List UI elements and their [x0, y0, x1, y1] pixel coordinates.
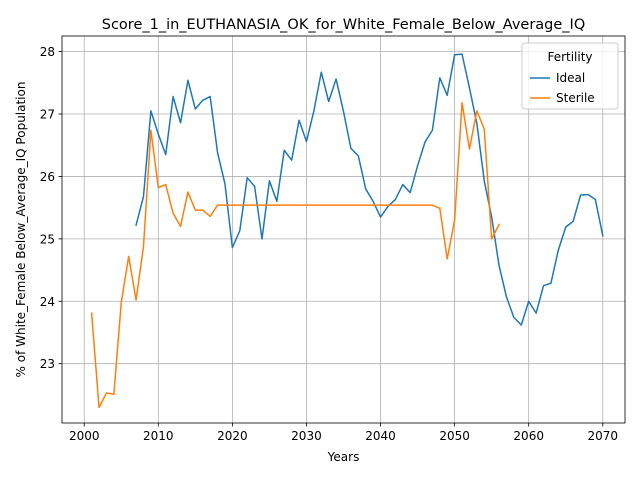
x-tick-label: 2030 — [291, 429, 322, 443]
y-axis-label: % of White_Female Below_Average_IQ Popul… — [14, 82, 28, 378]
x-tick-label: 2070 — [588, 429, 619, 443]
y-tick-label: 27 — [40, 108, 55, 122]
x-tick-label: 2050 — [439, 429, 470, 443]
legend-label-sterile: Sterile — [556, 91, 595, 105]
x-tick-label: 2060 — [513, 429, 544, 443]
y-tick-label: 26 — [40, 170, 55, 184]
legend-title: Fertility — [547, 50, 592, 64]
legend: Fertility Ideal Sterile — [522, 43, 618, 109]
x-axis-label: Years — [327, 450, 360, 464]
y-tick-label: 24 — [40, 295, 55, 309]
legend-label-ideal: Ideal — [556, 71, 585, 85]
y-tick-label: 25 — [40, 232, 55, 246]
y-tick-label: 28 — [40, 45, 55, 59]
x-tick-label: 2040 — [365, 429, 396, 443]
x-tick-label: 2000 — [69, 429, 100, 443]
x-tick-label: 2010 — [143, 429, 174, 443]
x-tick-label: 2020 — [217, 429, 248, 443]
y-tick-label: 23 — [40, 357, 55, 371]
chart-title: Score_1_in_EUTHANASIA_OK_for_White_Femal… — [102, 17, 585, 33]
